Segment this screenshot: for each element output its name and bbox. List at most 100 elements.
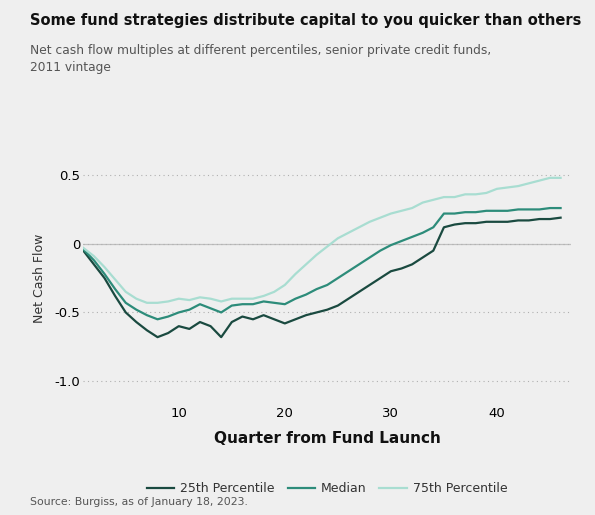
75th Percentile xyxy=(366,219,373,225)
25th Percentile xyxy=(387,268,394,274)
Median xyxy=(175,310,182,316)
75th Percentile xyxy=(313,252,320,258)
25th Percentile xyxy=(80,248,87,254)
Median xyxy=(546,205,553,211)
25th Percentile xyxy=(196,319,203,325)
75th Percentile xyxy=(504,184,511,191)
Median xyxy=(345,268,352,274)
25th Percentile xyxy=(111,293,118,299)
Median xyxy=(249,301,256,307)
75th Percentile xyxy=(557,175,564,181)
75th Percentile xyxy=(143,300,151,306)
25th Percentile xyxy=(281,320,289,327)
Median xyxy=(281,301,289,307)
75th Percentile xyxy=(536,178,543,184)
75th Percentile xyxy=(281,282,289,288)
25th Percentile xyxy=(366,282,373,288)
Median xyxy=(419,230,426,236)
75th Percentile xyxy=(451,194,458,200)
25th Percentile xyxy=(419,254,426,261)
Median xyxy=(324,282,331,288)
25th Percentile xyxy=(324,306,331,313)
75th Percentile xyxy=(302,261,309,267)
Median xyxy=(398,238,405,244)
75th Percentile xyxy=(440,194,447,200)
Text: Net cash flow multiples at different percentiles, senior private credit funds,
2: Net cash flow multiples at different per… xyxy=(30,44,491,74)
25th Percentile xyxy=(440,224,447,230)
25th Percentile xyxy=(133,319,140,325)
Median xyxy=(122,300,129,306)
75th Percentile xyxy=(387,211,394,217)
Median xyxy=(218,310,225,316)
75th Percentile xyxy=(111,277,118,283)
25th Percentile xyxy=(515,217,522,224)
25th Percentile xyxy=(122,310,129,316)
25th Percentile xyxy=(101,275,108,281)
Median xyxy=(472,209,480,215)
Median xyxy=(334,275,342,281)
75th Percentile xyxy=(292,271,299,277)
25th Percentile xyxy=(483,219,490,225)
Line: Median: Median xyxy=(83,208,560,319)
25th Percentile xyxy=(165,330,172,336)
75th Percentile xyxy=(324,244,331,250)
75th Percentile xyxy=(90,253,98,259)
25th Percentile xyxy=(302,312,309,318)
Median xyxy=(557,205,564,211)
Median xyxy=(111,286,118,292)
25th Percentile xyxy=(462,220,469,226)
Median xyxy=(154,316,161,322)
75th Percentile xyxy=(80,245,87,251)
75th Percentile xyxy=(525,180,533,186)
75th Percentile xyxy=(515,183,522,189)
Median xyxy=(165,314,172,320)
Median xyxy=(536,207,543,213)
X-axis label: Quarter from Fund Launch: Quarter from Fund Launch xyxy=(214,432,441,447)
25th Percentile xyxy=(409,261,416,267)
25th Percentile xyxy=(249,316,256,322)
25th Percentile xyxy=(504,219,511,225)
Median xyxy=(228,302,236,308)
Median xyxy=(260,298,267,304)
75th Percentile xyxy=(239,296,246,302)
75th Percentile xyxy=(186,297,193,303)
25th Percentile xyxy=(377,275,384,281)
75th Percentile xyxy=(334,235,342,242)
25th Percentile xyxy=(493,219,500,225)
Median xyxy=(271,300,278,306)
Text: Some fund strategies distribute capital to you quicker than others: Some fund strategies distribute capital … xyxy=(30,13,581,28)
75th Percentile xyxy=(493,186,500,192)
25th Percentile xyxy=(271,316,278,322)
75th Percentile xyxy=(228,296,236,302)
25th Percentile xyxy=(260,312,267,318)
Median xyxy=(440,211,447,217)
75th Percentile xyxy=(546,175,553,181)
Median xyxy=(493,208,500,214)
Median xyxy=(207,305,214,312)
75th Percentile xyxy=(430,197,437,203)
75th Percentile xyxy=(377,215,384,221)
Median xyxy=(430,224,437,230)
Median xyxy=(101,271,108,277)
75th Percentile xyxy=(398,208,405,214)
25th Percentile xyxy=(90,261,98,267)
25th Percentile xyxy=(175,323,182,329)
75th Percentile xyxy=(355,224,362,230)
25th Percentile xyxy=(546,216,553,222)
Median xyxy=(355,261,362,267)
25th Percentile xyxy=(228,319,236,325)
Median xyxy=(143,312,151,318)
25th Percentile xyxy=(345,296,352,302)
Median xyxy=(377,248,384,254)
75th Percentile xyxy=(101,264,108,270)
25th Percentile xyxy=(207,323,214,329)
75th Percentile xyxy=(249,296,256,302)
Median xyxy=(483,208,490,214)
75th Percentile xyxy=(472,191,480,197)
Median xyxy=(292,296,299,302)
75th Percentile xyxy=(409,205,416,211)
Median xyxy=(515,207,522,213)
Median xyxy=(387,242,394,248)
25th Percentile xyxy=(292,316,299,322)
25th Percentile xyxy=(398,265,405,271)
